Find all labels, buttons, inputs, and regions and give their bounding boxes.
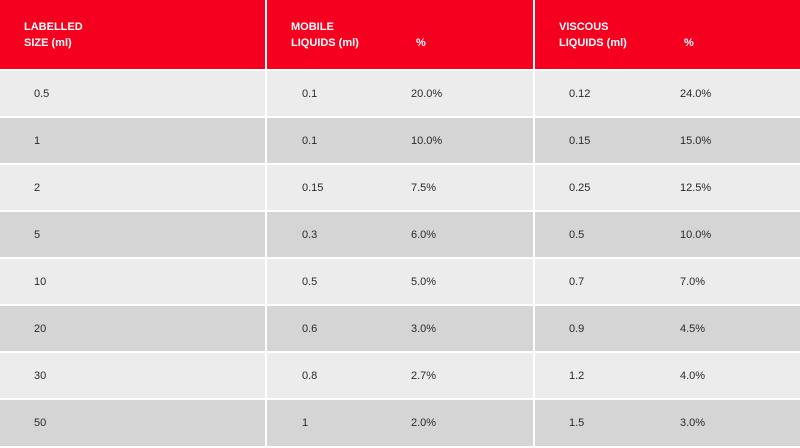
cell-labelled-size: 0.5 <box>34 88 50 100</box>
table-header: LABELLED SIZE (ml) MOBILE LIQUIDS (ml) %… <box>0 0 800 69</box>
cell-viscous-liquids: 1.5 <box>569 417 585 429</box>
table-row: 10 0.5 5.0% 0.7 7.0% <box>0 259 800 305</box>
cell-mobile-percent: 2.0% <box>411 417 437 429</box>
cell-mobile-liquids: 0.5 <box>302 276 318 288</box>
header-viscous-liquids-line2: LIQUIDS (ml) <box>559 37 627 49</box>
header-labelled-size-line1: LABELLED <box>24 21 83 33</box>
cell-labelled-size: 5 <box>34 229 41 241</box>
table-row: 20 0.6 3.0% 0.9 4.5% <box>0 306 800 352</box>
header-viscous-liquids: VISCOUS LIQUIDS (ml) <box>559 19 627 51</box>
cell-labelled-size: 1 <box>34 135 41 147</box>
cell-mobile-liquids: 0.15 <box>302 182 324 194</box>
table-row: 30 0.8 2.7% 1.2 4.0% <box>0 353 800 399</box>
cell-viscous-liquids: 0.5 <box>569 229 585 241</box>
cell-viscous-liquids: 0.15 <box>569 135 591 147</box>
cell-mobile-percent: 10.0% <box>411 135 443 147</box>
cell-mobile-percent: 6.0% <box>411 229 437 241</box>
cell-mobile-liquids: 0.1 <box>302 135 318 147</box>
cell-mobile-liquids: 0.8 <box>302 370 318 382</box>
cell-mobile-percent: 5.0% <box>411 276 437 288</box>
cell-viscous-percent: 7.0% <box>680 276 706 288</box>
header-labelled-size-line2: SIZE (ml) <box>24 37 72 49</box>
cell-viscous-percent: 3.0% <box>680 417 706 429</box>
cell-mobile-liquids: 0.6 <box>302 323 318 335</box>
table-row: 5 0.3 6.0% 0.5 10.0% <box>0 212 800 258</box>
header-labelled-size: LABELLED SIZE (ml) <box>24 19 83 51</box>
header-mobile-liquids: MOBILE LIQUIDS (ml) <box>291 19 359 51</box>
cell-viscous-percent: 10.0% <box>680 229 712 241</box>
header-viscous-percent: % <box>684 37 694 49</box>
cell-mobile-percent: 7.5% <box>411 182 437 194</box>
cell-mobile-percent: 2.7% <box>411 370 437 382</box>
header-viscous-liquids-line1: VISCOUS <box>559 21 609 33</box>
column-divider <box>265 0 267 448</box>
cell-viscous-percent: 4.0% <box>680 370 706 382</box>
row-divider <box>0 163 800 165</box>
row-divider <box>0 351 800 353</box>
cell-labelled-size: 30 <box>34 370 47 382</box>
cell-mobile-liquids: 1 <box>302 417 309 429</box>
row-divider <box>0 398 800 400</box>
column-divider <box>533 0 535 448</box>
cell-viscous-liquids: 1.2 <box>569 370 585 382</box>
cell-viscous-percent: 12.5% <box>680 182 712 194</box>
cell-labelled-size: 50 <box>34 417 47 429</box>
header-mobile-liquids-line2: LIQUIDS (ml) <box>291 37 359 49</box>
cell-mobile-percent: 3.0% <box>411 323 437 335</box>
cell-mobile-liquids: 0.3 <box>302 229 318 241</box>
cell-labelled-size: 2 <box>34 182 41 194</box>
row-divider <box>0 116 800 118</box>
cell-viscous-liquids: 0.12 <box>569 88 591 100</box>
row-divider <box>0 257 800 259</box>
table-row: 0.5 0.1 20.0% 0.12 24.0% <box>0 71 800 117</box>
cell-viscous-percent: 4.5% <box>680 323 706 335</box>
cell-viscous-liquids: 0.25 <box>569 182 591 194</box>
header-mobile-liquids-line1: MOBILE <box>291 21 334 33</box>
header-mobile-percent: % <box>416 37 426 49</box>
cell-labelled-size: 10 <box>34 276 47 288</box>
row-divider <box>0 210 800 212</box>
cell-mobile-percent: 20.0% <box>411 88 443 100</box>
table-row: 1 0.1 10.0% 0.15 15.0% <box>0 118 800 164</box>
cell-viscous-liquids: 0.7 <box>569 276 585 288</box>
cell-viscous-liquids: 0.9 <box>569 323 585 335</box>
cell-mobile-liquids: 0.1 <box>302 88 318 100</box>
table-row: 2 0.15 7.5% 0.25 12.5% <box>0 165 800 211</box>
table-row: 50 1 2.0% 1.5 3.0% <box>0 400 800 446</box>
cell-labelled-size: 20 <box>34 323 47 335</box>
row-divider <box>0 304 800 306</box>
cell-viscous-percent: 15.0% <box>680 135 712 147</box>
cell-viscous-percent: 24.0% <box>680 88 712 100</box>
